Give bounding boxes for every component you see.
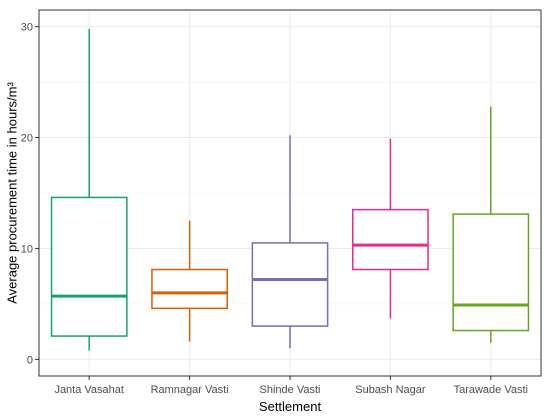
y-axis-title: Average procurement time in hours/m³ (4, 82, 19, 304)
x-tick-label: Tarawade Vasti (454, 384, 528, 396)
x-tick-label: Ramnagar Vasti (151, 384, 229, 396)
box-body (251, 242, 329, 327)
box-body (151, 268, 228, 310)
y-tick-label: 20 (21, 133, 33, 145)
box-group (50, 28, 128, 351)
box-group (251, 135, 329, 349)
box-body (50, 196, 128, 337)
x-tick-label: Subash Nagar (355, 384, 426, 396)
box-body (352, 208, 429, 271)
box-group (352, 138, 429, 319)
box-group (452, 106, 530, 343)
y-tick-label: 0 (27, 354, 33, 366)
box-group (151, 220, 228, 342)
box-layer (50, 28, 530, 351)
y-tick-label: 10 (21, 243, 33, 255)
axis-layer: 0 10 20 30 Janta Vasahat Ramnagar Vasti Shinde… (21, 22, 528, 396)
box-body (452, 213, 530, 332)
x-tick-label: Janta Vasahat (54, 384, 124, 396)
x-tick-label: Shinde Vasti (260, 384, 321, 396)
x-axis-title: Settlement (259, 399, 322, 414)
y-tick-label: 30 (21, 22, 33, 34)
